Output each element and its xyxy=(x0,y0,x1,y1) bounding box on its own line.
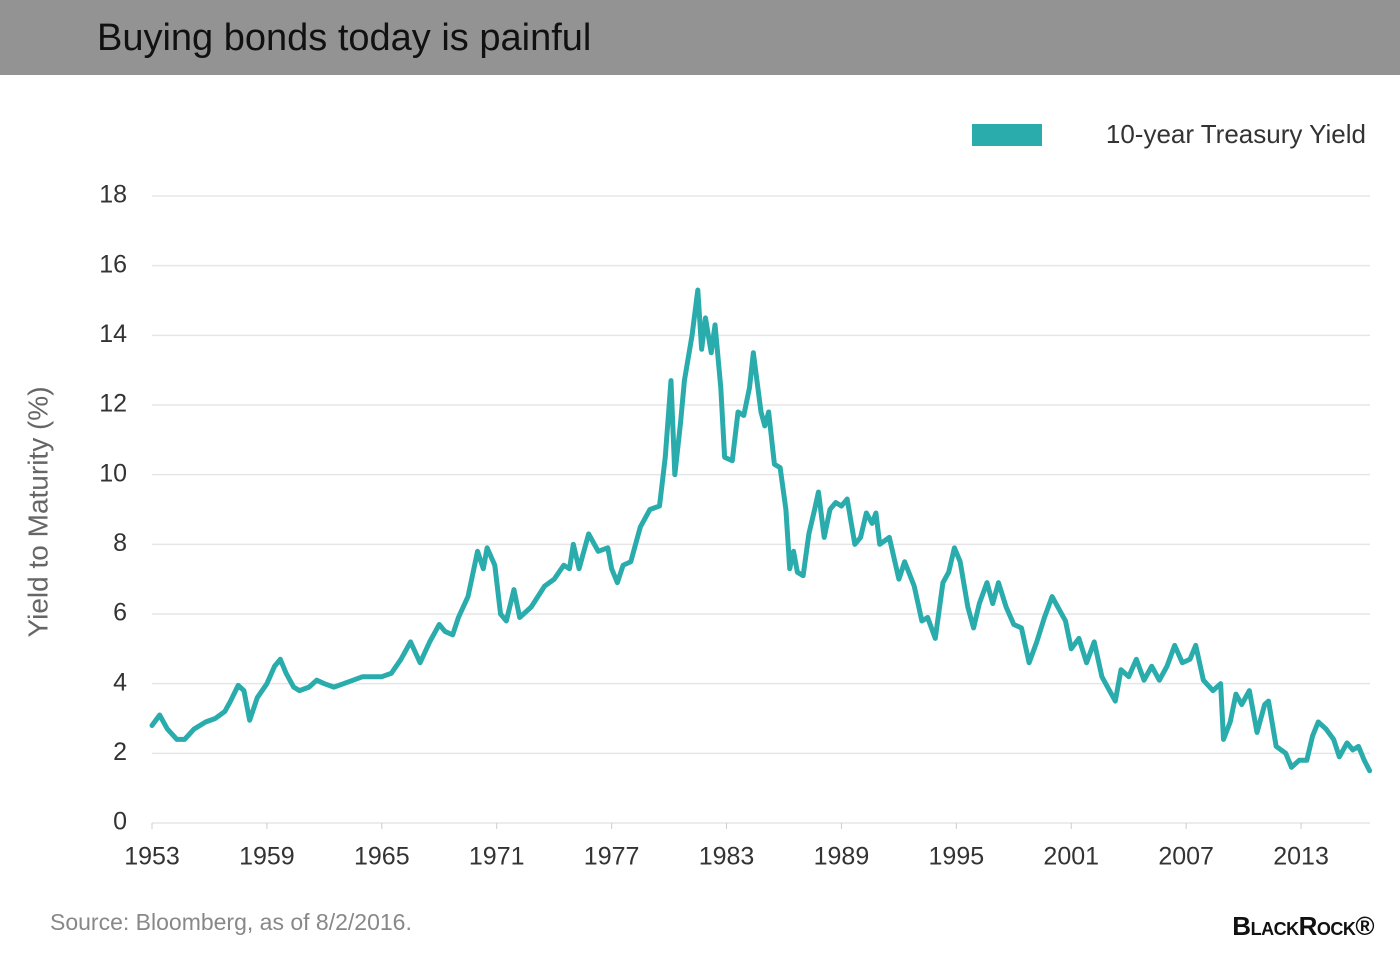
y-tick-label: 2 xyxy=(113,738,127,766)
x-tick-label: 1989 xyxy=(814,843,870,871)
source-note: Source: Bloomberg, as of 8/2/2016. xyxy=(50,909,412,935)
y-tick-label: 8 xyxy=(113,529,127,557)
header-bar xyxy=(0,0,1400,75)
x-tick-label: 1983 xyxy=(699,843,755,871)
logo: BlackRock® xyxy=(1232,911,1374,941)
legend-label: 10-year Treasury Yield xyxy=(1106,119,1366,149)
y-tick-label: 0 xyxy=(113,808,127,836)
x-tick-label: 1953 xyxy=(124,843,180,871)
x-tick-label: 1977 xyxy=(584,843,640,871)
data-line xyxy=(149,287,1373,774)
x-tick-label: 1959 xyxy=(239,843,295,871)
x-tick-label: 1965 xyxy=(354,843,410,871)
y-tick-label: 18 xyxy=(99,181,127,209)
y-tick-label: 10 xyxy=(99,459,127,487)
y-tick-label: 12 xyxy=(99,390,127,418)
x-tick-label: 2007 xyxy=(1158,843,1214,871)
x-tick-label: 2001 xyxy=(1043,843,1099,871)
x-tick-label: 1995 xyxy=(929,843,985,871)
legend-swatch xyxy=(972,124,1042,146)
y-axis-label: Yield to Maturity (%) xyxy=(22,386,53,637)
chart-title: Buying bonds today is painful xyxy=(97,17,591,59)
y-tick-label: 14 xyxy=(99,320,127,348)
y-tick-label: 6 xyxy=(113,599,127,627)
y-tick-label: 16 xyxy=(99,250,127,278)
x-tick-label: 2013 xyxy=(1273,843,1329,871)
y-tick-label: 4 xyxy=(113,668,127,696)
x-tick-label: 1971 xyxy=(469,843,525,871)
